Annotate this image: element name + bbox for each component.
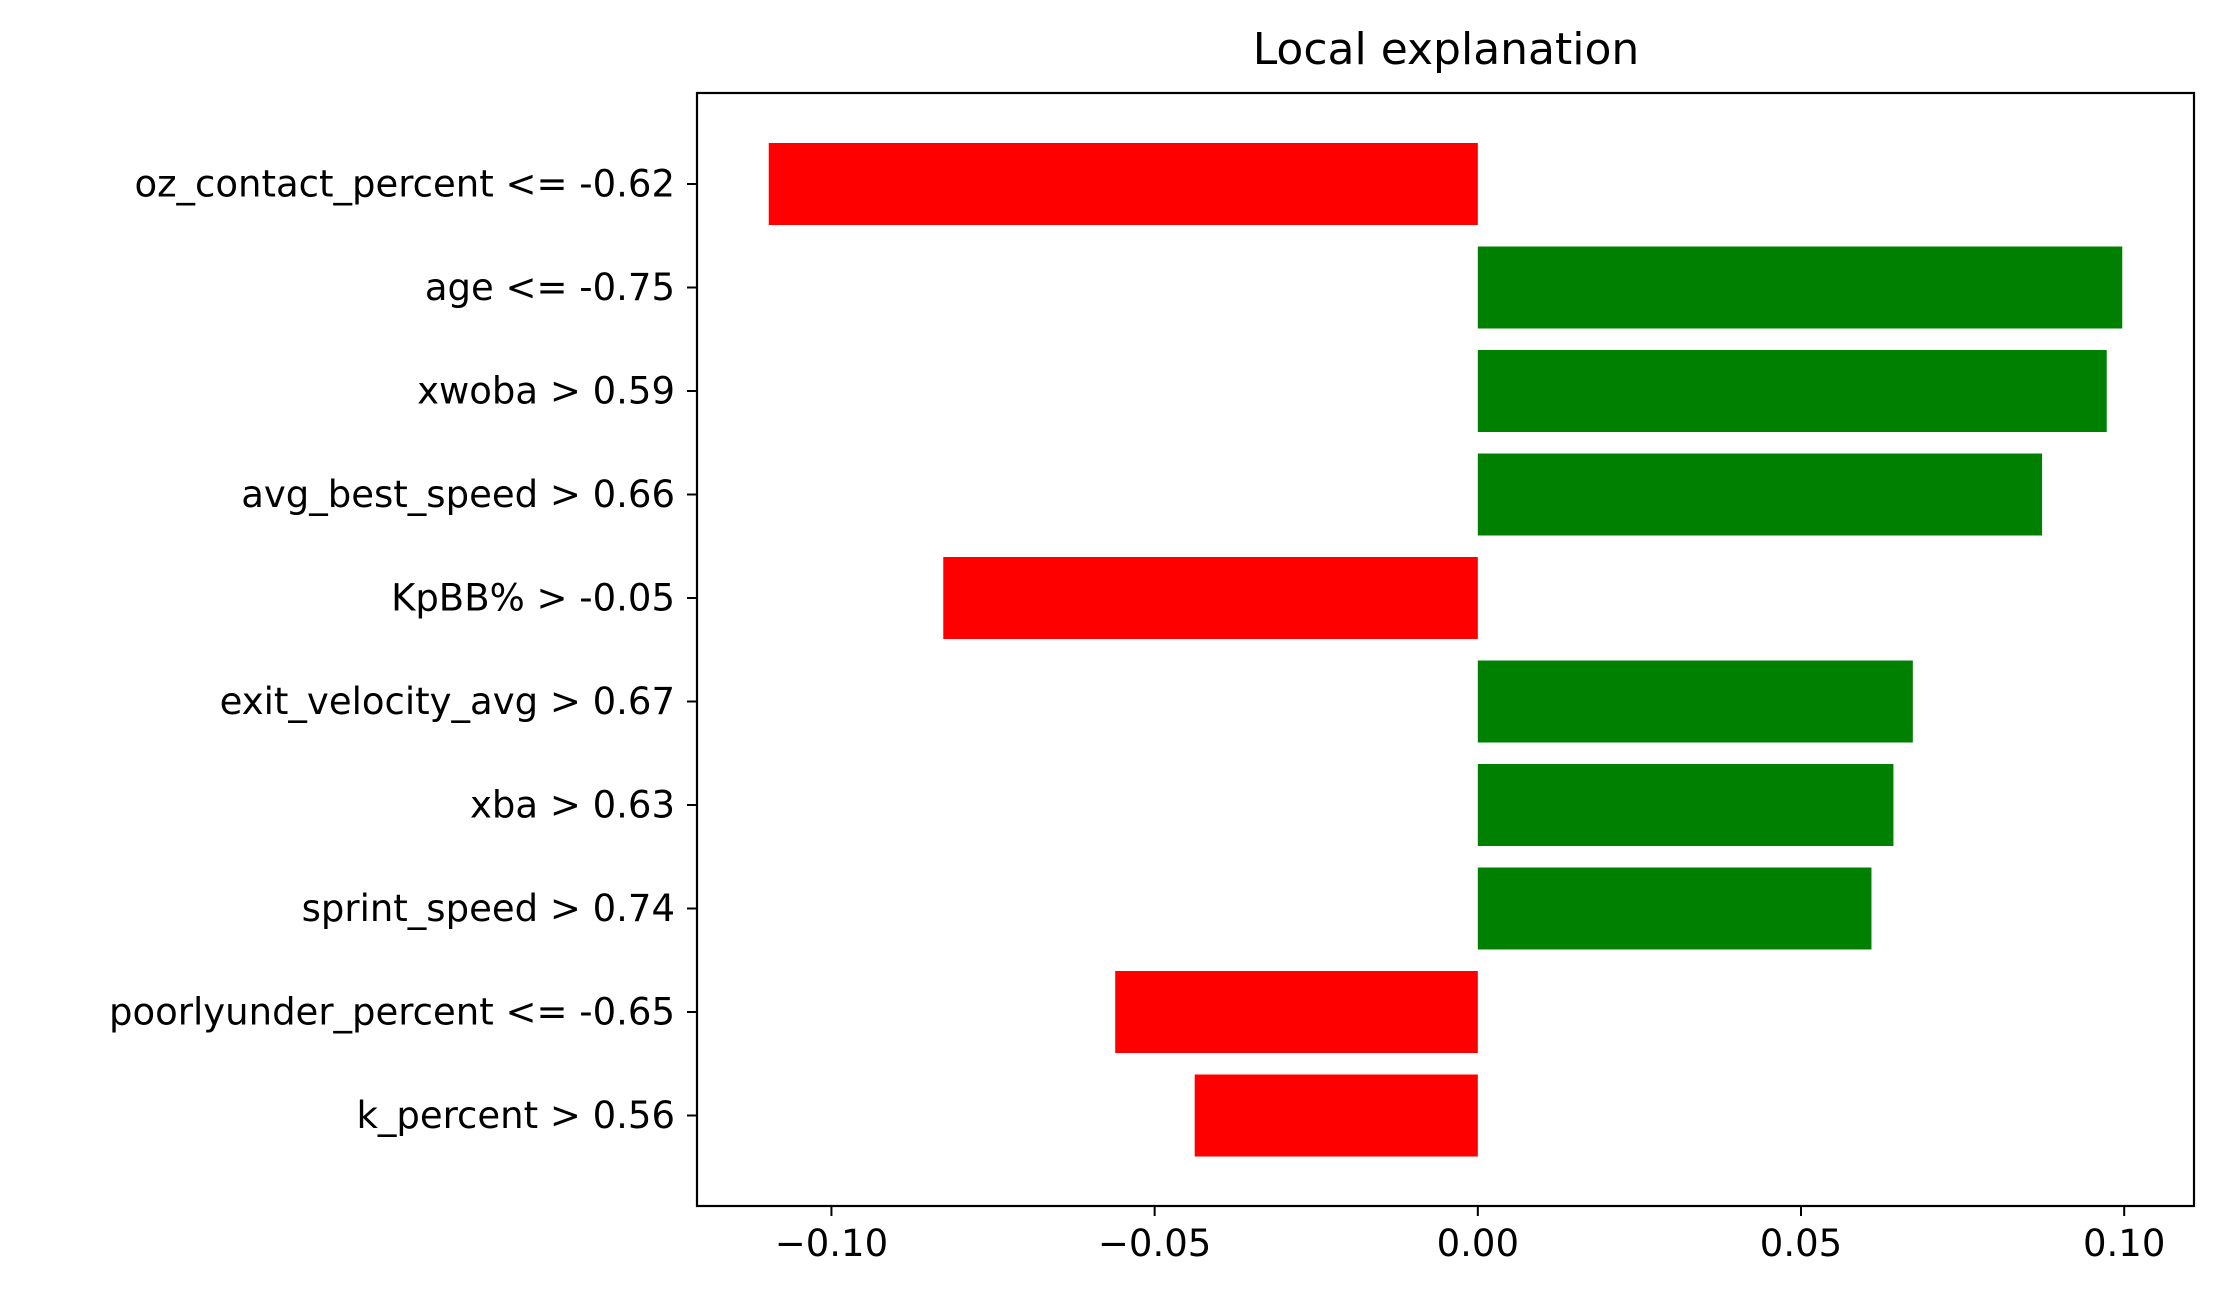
- bar-k-percent-0-56: [1194, 1074, 1478, 1157]
- chart-title: Local explanation: [1253, 24, 1640, 75]
- bar-xwoba-0-59: [1477, 350, 2107, 432]
- x-tick-label: 0.00: [1437, 1222, 1519, 1265]
- x-tick-label: 0.10: [2083, 1222, 2165, 1265]
- bar-sprint-speed-0-74: [1477, 867, 1872, 950]
- y-axis-ticks: oz_contact_percent <= -0.62 age <= -0.75 x…: [109, 163, 697, 1137]
- y-tick-label: oz_contact_percent <= -0.62: [135, 163, 676, 206]
- bar-kpbb-0-05: [943, 557, 1478, 639]
- bar-oz-contact-percent-0-62: [768, 143, 1478, 225]
- bar-xba-0-63: [1477, 764, 1894, 846]
- y-tick-label: KpBB% > -0.05: [391, 577, 675, 620]
- plot-frame: [695, 91, 2196, 1208]
- x-tick-label: −0.10: [775, 1222, 888, 1265]
- y-tick-label: k_percent > 0.56: [356, 1094, 675, 1137]
- y-tick-label: avg_best_speed > 0.66: [241, 473, 675, 516]
- x-axis-ticks: −0.10 −0.05 0.00 0.05 0.10: [775, 1206, 2165, 1265]
- bars-layer: [768, 143, 2123, 1157]
- y-tick-label: exit_velocity_avg > 0.67: [220, 680, 675, 723]
- bar-avg-best-speed-0-66: [1477, 453, 2043, 536]
- y-tick-label: age <= -0.75: [425, 266, 675, 309]
- y-tick-label: sprint_speed > 0.74: [302, 887, 675, 930]
- bar-exit-velocity-avg-0-67: [1477, 660, 1913, 743]
- x-tick-label: −0.05: [1098, 1222, 1211, 1265]
- bar-poorlyunder-percent-0-65: [1115, 971, 1478, 1053]
- y-tick-label: poorlyunder_percent <= -0.65: [109, 991, 675, 1034]
- x-tick-label: 0.05: [1760, 1222, 1842, 1265]
- bar-age-0-75: [1477, 246, 2123, 329]
- y-tick-label: xba > 0.63: [470, 784, 675, 827]
- y-tick-label: xwoba > 0.59: [417, 370, 675, 413]
